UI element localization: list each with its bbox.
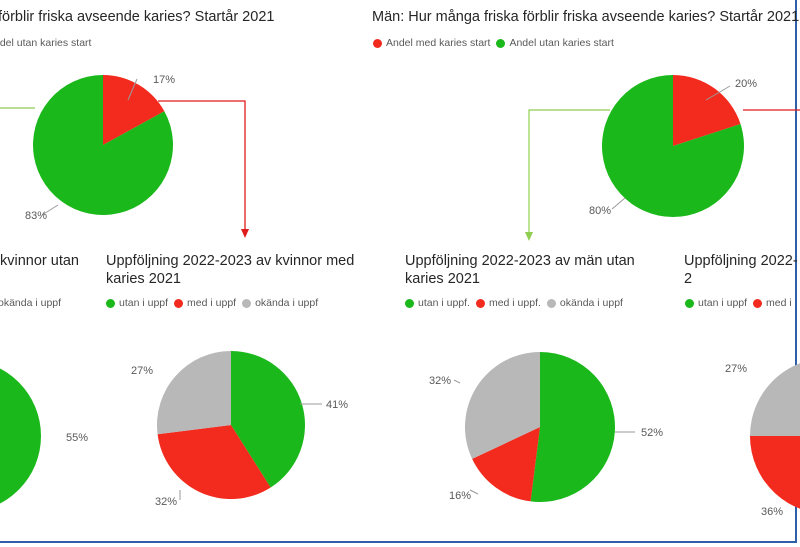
pie-slice-andel-med-karies-start: [103, 75, 165, 145]
data-label-36: 36%: [761, 506, 783, 518]
legend-item-with-caries: Andel med karies start: [373, 37, 490, 49]
pie-slice-utan-i-uppf: [0, 368, 41, 504]
legend-item-with: med i: [753, 297, 792, 309]
pie-slice-andel-utan-karies-start: [32, 75, 173, 215]
legend-item: ndel utan karies start: [0, 37, 92, 49]
data-label-20: 20%: [735, 78, 757, 90]
data-label-17: 17%: [153, 74, 175, 86]
pie-slice-med-i-uppf-: [472, 427, 540, 502]
chart-title-women-without: kvinnor utan: [0, 253, 79, 269]
data-label-41: 41%: [326, 399, 348, 411]
legend-women-with: utan i uppf med i uppf okända i uppf: [106, 297, 324, 309]
chart-title-men-without: Uppföljning 2022-2023 av män utan karies…: [405, 253, 635, 287]
data-label-16: 16%: [449, 490, 471, 502]
legend-women-without: okända i uppf: [0, 297, 67, 309]
chart-title-men-start: Män: Hur många friska förblir friska avs…: [372, 9, 800, 25]
data-label-52: 52%: [641, 427, 663, 439]
legend-item-with: med i uppf: [174, 297, 236, 309]
data-label-83: 83%: [25, 210, 47, 222]
leader-line: [469, 489, 479, 495]
connector-arrow-red: [158, 100, 246, 232]
data-label-27: 27%: [725, 363, 747, 375]
legend-item-unknown: okända i uppf: [546, 297, 623, 309]
pie-slice-andel-med-karies-start: [673, 75, 741, 146]
pie-slice-utan-i-uppf: [231, 351, 305, 488]
connector-arrow-green: [528, 109, 610, 236]
pie-slice-okända-i-uppf: [465, 352, 540, 459]
leader-line: [705, 85, 731, 101]
pie-slice-med-i-uppf: [750, 436, 800, 509]
chart-title-women-start: förblir friska avseende karies? Startår …: [0, 9, 275, 25]
data-label-27: 27%: [131, 365, 153, 377]
leader-line: [453, 379, 461, 384]
legend-item-without: utan i uppf: [106, 297, 168, 309]
leader-line: [41, 204, 59, 216]
legend-item-without: utan i uppf.: [405, 297, 470, 309]
data-label-32: 32%: [429, 375, 451, 387]
legend-item-unknown: okända i uppf: [242, 297, 318, 309]
data-label-32: 32%: [155, 496, 177, 508]
data-label-80: 80%: [589, 205, 611, 217]
pie-slice-utan-i-uppf-: [530, 351, 616, 502]
leader-line: [127, 78, 138, 101]
legend-item-without: utan i uppf: [685, 297, 747, 309]
legend-item-unknown: okända i uppf: [0, 297, 62, 309]
legend-men-with: utan i uppf med i: [685, 297, 798, 309]
legend-item-without-caries: Andel utan karies start: [496, 37, 614, 49]
pie-slice-okända-i-uppf: [157, 351, 231, 435]
pie-slice-okanda-i-uppf: [750, 363, 800, 436]
chart-title-women-with: Uppföljning 2022-2023 av kvinnor med kar…: [106, 253, 355, 287]
legend-women-start: ndel utan karies start: [0, 37, 97, 49]
legend-men-without: utan i uppf. med i uppf. okända i uppf: [405, 297, 629, 309]
arrow-head-green: [525, 232, 533, 241]
legend-men-start: Andel med karies start Andel utan karies…: [373, 37, 620, 49]
pie-slice-andel-utan-karies-start: [601, 75, 744, 217]
legend-item-with: med i uppf.: [475, 297, 541, 309]
chart-title-men-with: Uppföljning 2022-2: [684, 253, 798, 287]
arrow-head-red: [241, 229, 249, 238]
data-label-55: 55%: [66, 432, 88, 444]
pie-slice-med-i-uppf: [157, 425, 271, 499]
leader-line: [611, 197, 626, 210]
